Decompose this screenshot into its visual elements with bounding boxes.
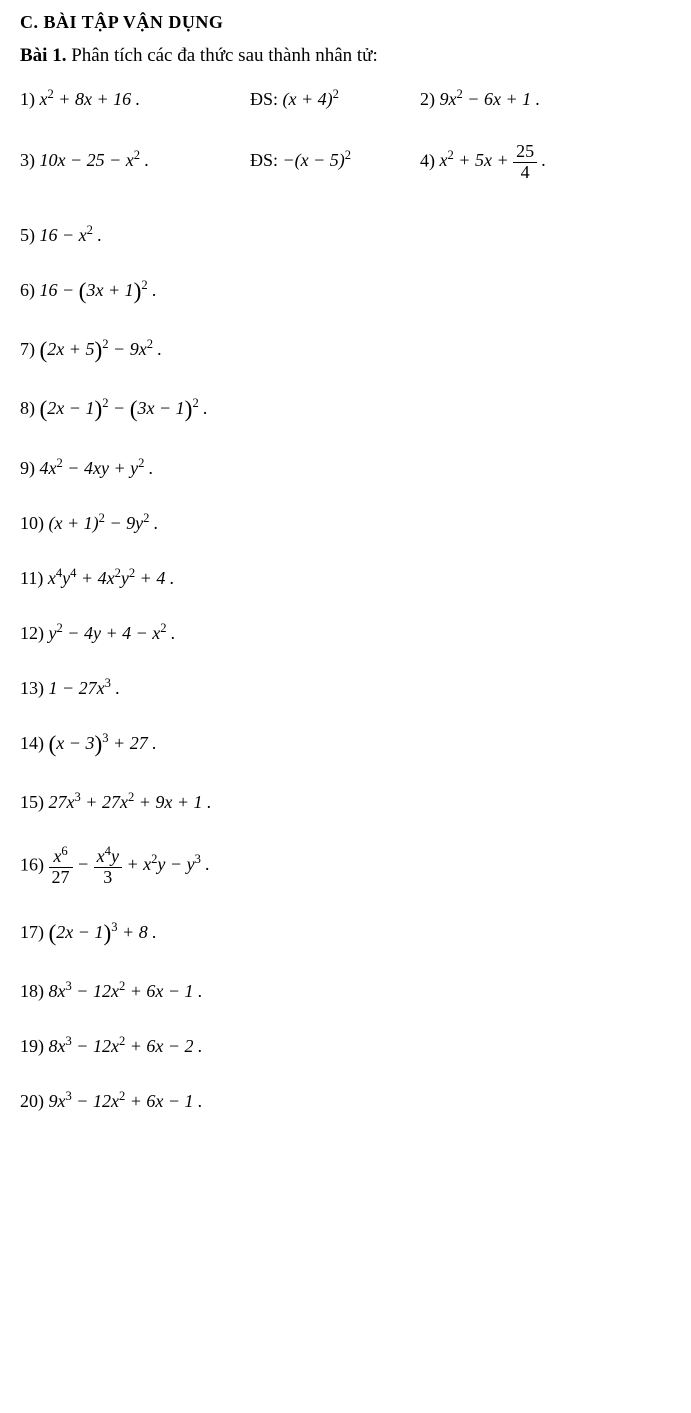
problem-number: 7): [20, 339, 35, 359]
answer-label: ĐS:: [250, 89, 278, 109]
problem-number: 2): [420, 89, 435, 109]
problem-expression: (2x − 1)2 − (3x − 1)2 .: [40, 398, 208, 418]
problem-12: 12) y2 − 4y + 4 − x2 .: [20, 621, 671, 644]
problem-5: 5) 16 − x2 .: [20, 223, 671, 246]
answer-expression: −(x − 5)2: [283, 150, 352, 170]
problem-expression: 8x3 − 12x2 + 6x − 1 .: [49, 981, 203, 1001]
problem-number: 14): [20, 733, 44, 753]
problem-number: 12): [20, 623, 44, 643]
problem-number: 3): [20, 150, 35, 170]
problem-6: 6) 16 − (3x + 1)2 .: [20, 278, 671, 305]
problem-expression: 16 − (3x + 1)2 .: [40, 280, 157, 300]
problem-expression: (x + 1)2 − 9y2 .: [49, 513, 159, 533]
problem-number: 6): [20, 280, 35, 300]
problem-expression: x2 + 8x + 16 .: [40, 89, 141, 109]
problem-10: 10) (x + 1)2 − 9y2 .: [20, 511, 671, 534]
problem-19: 19) 8x3 − 12x2 + 6x − 2 .: [20, 1034, 671, 1057]
answer-1: ĐS: (x + 4)2: [250, 87, 420, 110]
problem-number: 20): [20, 1091, 44, 1111]
problem-expression: (x − 3)3 + 27 .: [49, 733, 157, 753]
problem-13: 13) 1 − 27x3 .: [20, 676, 671, 699]
problem-expression: x627 − x4y3 + x2y − y3 .: [49, 854, 210, 874]
problem-15: 15) 27x3 + 27x2 + 9x + 1 .: [20, 790, 671, 813]
problem-17: 17) (2x − 1)3 + 8 .: [20, 920, 671, 947]
exercise-title: Bài 1. Phân tích các đa thức sau thành n…: [20, 45, 671, 67]
problem-number: 4): [420, 150, 435, 170]
problem-9: 9) 4x2 − 4xy + y2 .: [20, 456, 671, 479]
problem-number: 5): [20, 225, 35, 245]
problem-8: 8) (2x − 1)2 − (3x − 1)2 .: [20, 396, 671, 423]
problem-expression: x4y4 + 4x2y2 + 4 .: [48, 568, 175, 588]
problem-expression: 10x − 25 − x2 .: [40, 150, 150, 170]
problem-7: 7) (2x + 5)2 − 9x2 .: [20, 337, 671, 364]
problem-number: 15): [20, 792, 44, 812]
problem-20: 20) 9x3 − 12x2 + 6x − 1 .: [20, 1089, 671, 1112]
problem-number: 11): [20, 568, 43, 588]
problem-number: 17): [20, 922, 44, 942]
problem-1: 1) x2 + 8x + 16 .: [20, 87, 250, 110]
problem-number: 10): [20, 513, 44, 533]
problem-16: 16) x627 − x4y3 + x2y − y3 .: [20, 845, 671, 888]
problem-number: 9): [20, 458, 35, 478]
problem-expression: 8x3 − 12x2 + 6x − 2 .: [49, 1036, 203, 1056]
problem-4: 4) x2 + 5x + 254 .: [420, 142, 546, 183]
problem-number: 1): [20, 89, 35, 109]
problem-expression: (2x + 5)2 − 9x2 .: [40, 339, 163, 359]
problem-expression: x2 + 5x + 254 .: [440, 150, 547, 170]
problem-row: 1) x2 + 8x + 16 . ĐS: (x + 4)2 2) 9x2 − …: [20, 87, 671, 110]
problem-14: 14) (x − 3)3 + 27 .: [20, 731, 671, 758]
problem-expression: 9x3 − 12x2 + 6x − 1 .: [49, 1091, 203, 1111]
exercise-number: Bài 1.: [20, 45, 66, 66]
answer-expression: (x + 4)2: [283, 89, 339, 109]
problem-expression: 4x2 − 4xy + y2 .: [40, 458, 154, 478]
answer-3: ĐS: −(x − 5)2: [250, 148, 420, 171]
problem-number: 18): [20, 981, 44, 1001]
problem-expression: 16 − x2 .: [40, 225, 102, 245]
answer-label: ĐS:: [250, 150, 278, 170]
problem-number: 8): [20, 398, 35, 418]
problem-2: 2) 9x2 − 6x + 1 .: [420, 87, 540, 110]
section-header-partial: C. BÀI TẬP VẬN DỤNG: [20, 12, 671, 33]
problem-expression: (2x − 1)3 + 8 .: [49, 922, 157, 942]
problem-row: 3) 10x − 25 − x2 . ĐS: −(x − 5)2 4) x2 +…: [20, 142, 671, 183]
exercise-prompt: Phân tích các đa thức sau thành nhân tử:: [66, 45, 377, 66]
problem-number: 16): [20, 854, 44, 874]
problem-number: 13): [20, 678, 44, 698]
problem-expression: y2 − 4y + 4 − x2 .: [49, 623, 176, 643]
problem-3: 3) 10x − 25 − x2 .: [20, 148, 250, 171]
problem-number: 19): [20, 1036, 44, 1056]
problem-11: 11) x4y4 + 4x2y2 + 4 .: [20, 566, 671, 589]
problem-expression: 1 − 27x3 .: [49, 678, 120, 698]
problem-expression: 27x3 + 27x2 + 9x + 1 .: [49, 792, 212, 812]
problem-expression: 9x2 − 6x + 1 .: [440, 89, 541, 109]
problem-18: 18) 8x3 − 12x2 + 6x − 1 .: [20, 979, 671, 1002]
